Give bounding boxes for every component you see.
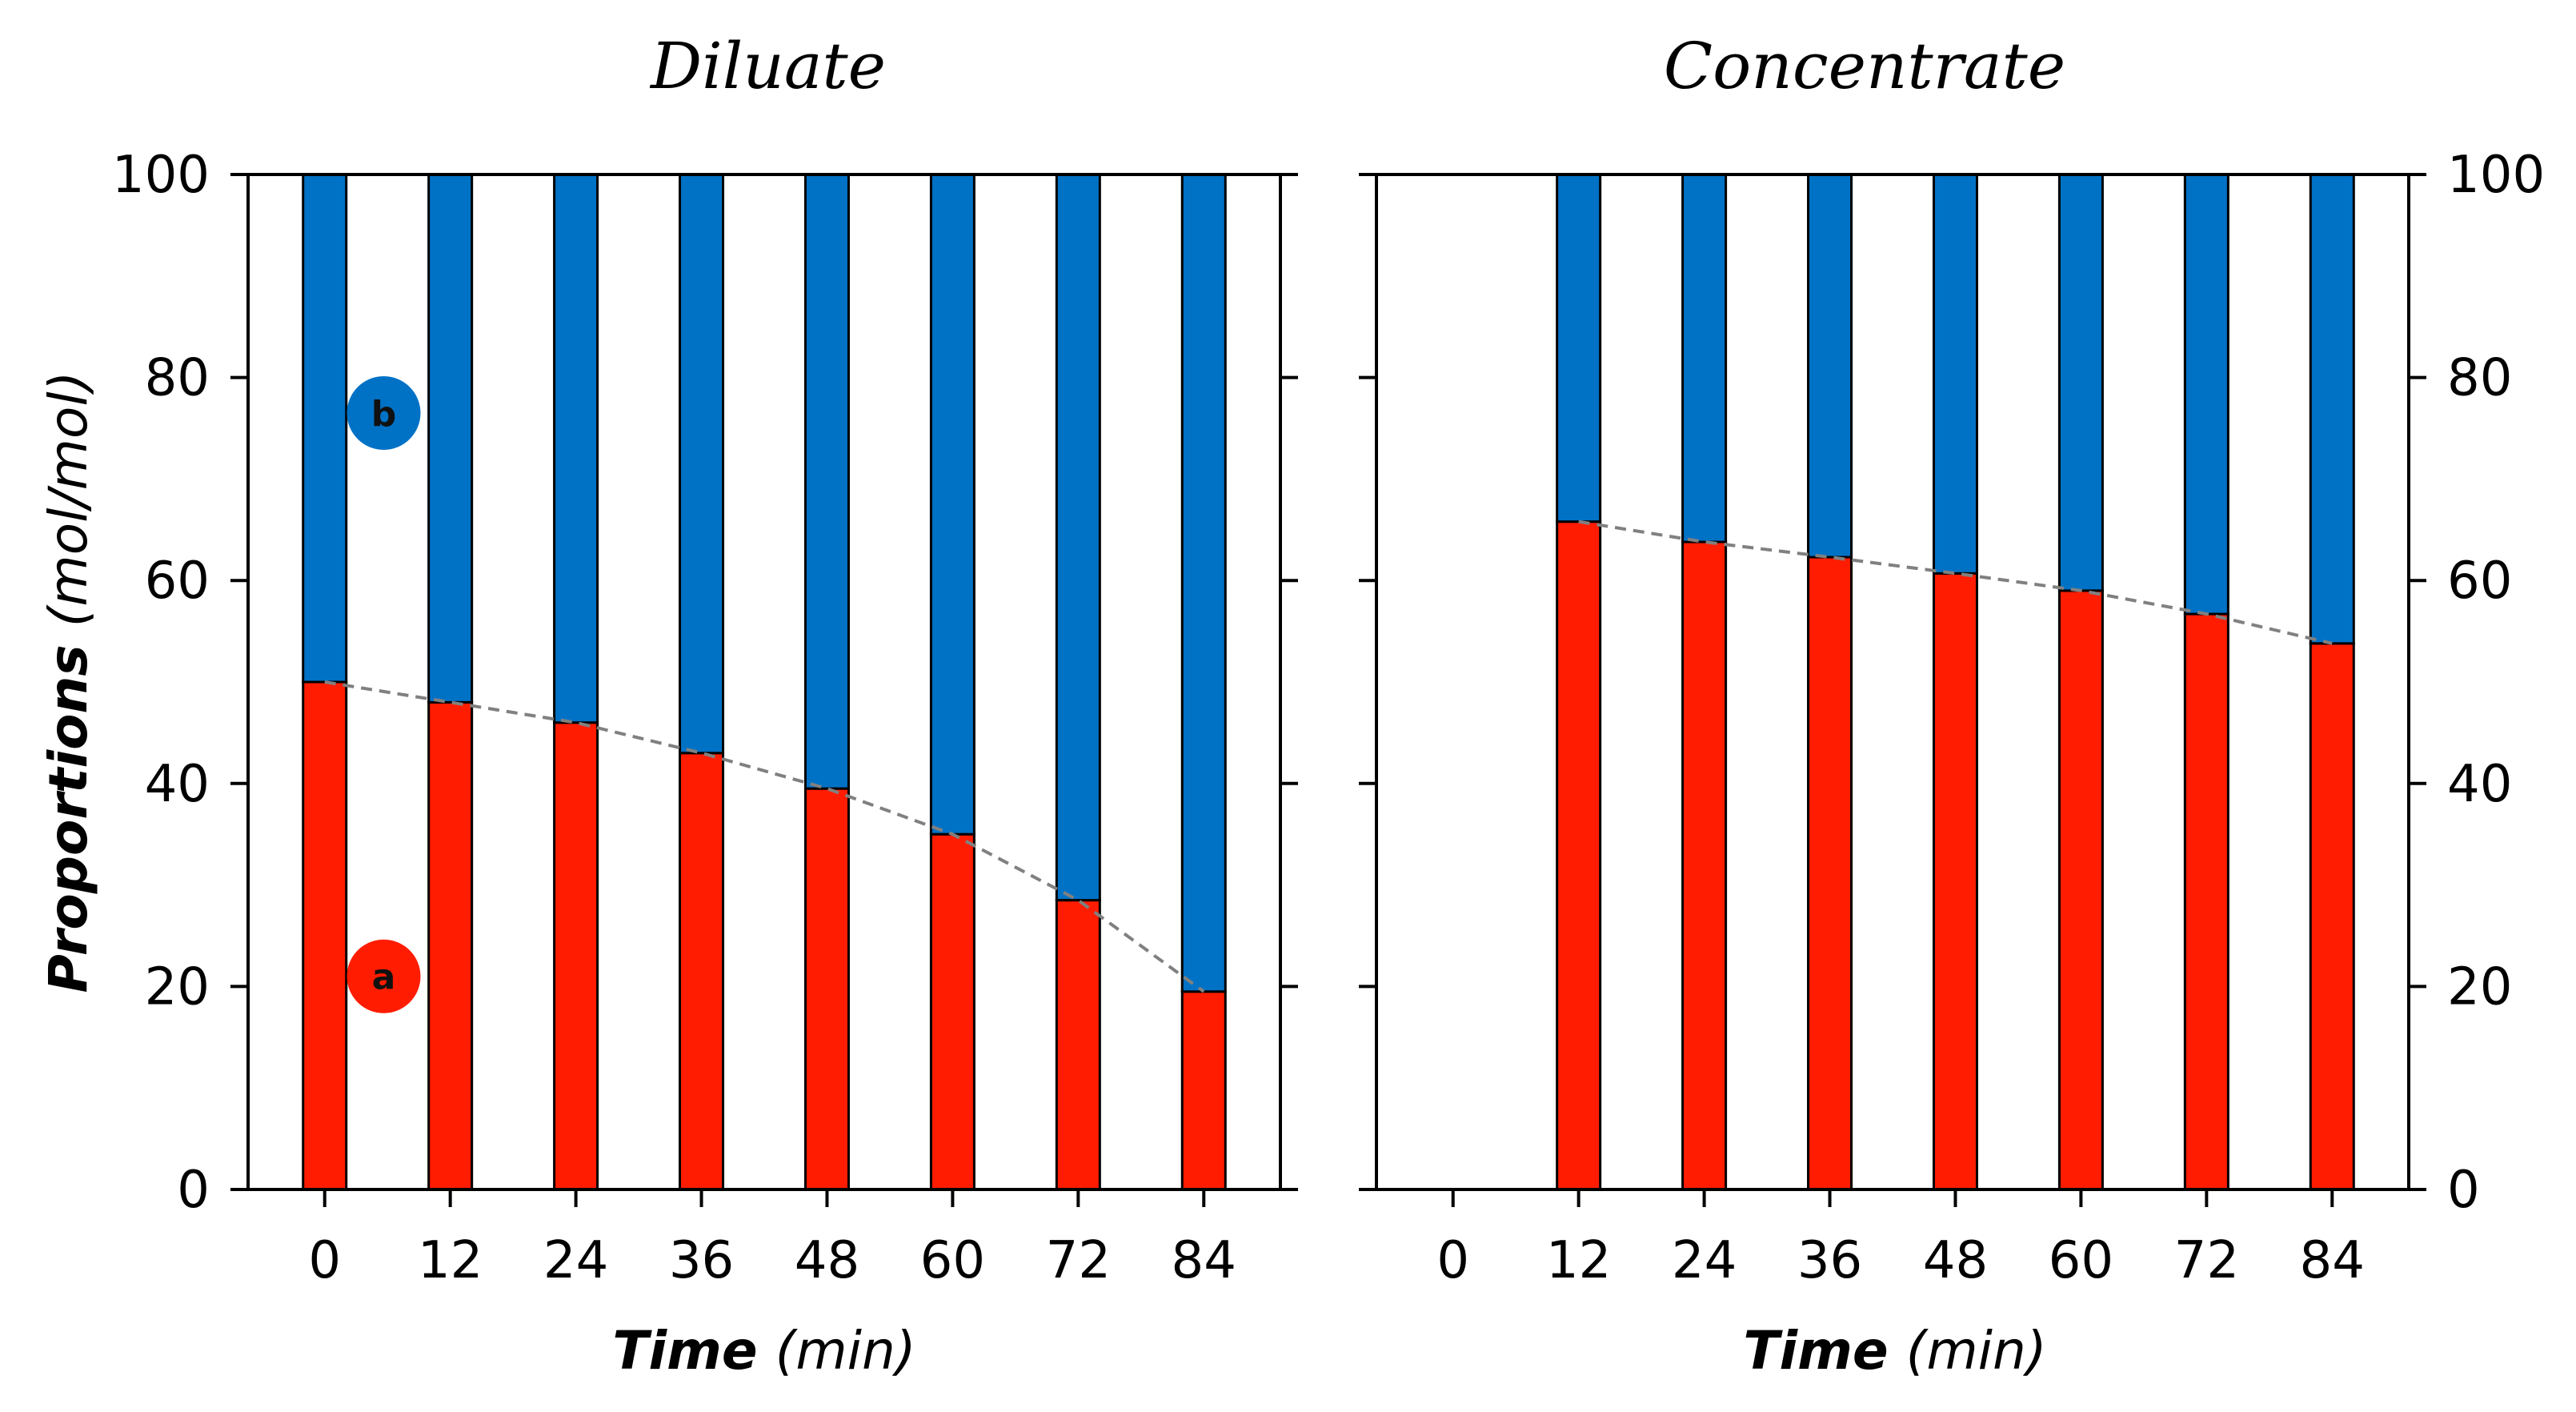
diluate-trend-line bbox=[324, 680, 1205, 993]
concentrate-trend-line bbox=[1578, 519, 2333, 645]
series-b-marker bbox=[347, 375, 421, 450]
left-bar-a-12 bbox=[427, 700, 474, 1191]
left-xtick-label-0: 0 bbox=[308, 1231, 341, 1290]
right-ytick-label-40: 40 bbox=[2447, 755, 2512, 814]
right-bar-b-48 bbox=[1932, 173, 1978, 575]
left-bar-b-0 bbox=[302, 173, 348, 684]
left-bar-b-12 bbox=[427, 173, 474, 704]
left-ytick-label-20: 20 bbox=[145, 957, 210, 1017]
right-bar-b-60 bbox=[2057, 173, 2104, 592]
left-bar-b-36 bbox=[679, 173, 725, 755]
y-axis-label: Proportions (mol/mol) bbox=[38, 371, 99, 993]
left-xtick-label-24: 24 bbox=[543, 1231, 608, 1290]
left-xtick-label-60: 60 bbox=[920, 1231, 985, 1290]
right-ytick-label-100: 100 bbox=[2447, 146, 2545, 205]
right-xtick-label-24: 24 bbox=[1672, 1231, 1737, 1290]
right-bar-a-72 bbox=[2183, 612, 2229, 1191]
right-bar-b-24 bbox=[1681, 173, 1728, 544]
series-a-marker bbox=[347, 939, 421, 1013]
concentrate-x-axis-label: Time (min) bbox=[1743, 1320, 2046, 1382]
series-b-marker-label: b bbox=[371, 394, 397, 435]
diluate-axes-frame bbox=[246, 173, 1282, 1191]
left-ytick-label-100: 100 bbox=[112, 146, 210, 205]
right-xtick-label-36: 36 bbox=[1797, 1231, 1862, 1290]
left-bar-b-84 bbox=[1180, 173, 1227, 993]
right-bar-a-84 bbox=[2309, 642, 2355, 1191]
left-bar-b-48 bbox=[803, 173, 850, 790]
diluate-title: Diluate bbox=[649, 29, 886, 103]
right-ytick-label-80: 80 bbox=[2447, 349, 2512, 408]
right-ytick-label-60: 60 bbox=[2447, 552, 2512, 611]
left-bar-a-72 bbox=[1055, 899, 1101, 1191]
right-xtick-label-72: 72 bbox=[2174, 1231, 2239, 1290]
concentrate-panel: Concentrate 0 20 40 60 80 100 0 12 24 36 48 60 72 84… bbox=[1359, 29, 2545, 1382]
left-ytick-label-60: 60 bbox=[145, 552, 210, 611]
concentrate-y-ticks: 0 20 40 60 80 100 bbox=[1359, 146, 2545, 1220]
right-bar-b-12 bbox=[1556, 173, 1602, 523]
concentrate-x-ticks: 0 12 24 36 48 60 72 84 bbox=[1436, 1189, 2365, 1290]
diluate-markers: ba bbox=[347, 375, 421, 1013]
y-label-main: Proportions bbox=[38, 644, 99, 993]
right-xtick-label-60: 60 bbox=[2049, 1231, 2113, 1290]
y-label-unit: (mol/mol) bbox=[38, 371, 99, 628]
right-xtick-label-12: 12 bbox=[1546, 1231, 1611, 1290]
diluate-y-ticks: 0 20 40 60 80 100 bbox=[112, 146, 1298, 1220]
left-bar-b-72 bbox=[1055, 173, 1101, 902]
right-bar-b-72 bbox=[2183, 173, 2229, 616]
concentrate-title: Concentrate bbox=[1664, 29, 2065, 103]
left-bar-a-24 bbox=[553, 721, 599, 1191]
diluate-x-label-main: Time bbox=[612, 1320, 757, 1382]
right-bar-a-36 bbox=[1807, 556, 1853, 1191]
concentrate-bars bbox=[1556, 173, 2355, 1191]
left-xtick-label-84: 84 bbox=[1172, 1231, 1236, 1290]
left-xtick-label-72: 72 bbox=[1046, 1231, 1111, 1290]
right-bar-a-48 bbox=[1932, 572, 1978, 1191]
right-bar-b-84 bbox=[2309, 173, 2355, 645]
series-a-marker-label: a bbox=[372, 957, 396, 998]
left-ytick-label-80: 80 bbox=[145, 349, 210, 408]
right-bar-a-60 bbox=[2057, 589, 2104, 1191]
right-ytick-label-20: 20 bbox=[2447, 957, 2512, 1017]
concentrate-x-label-main: Time bbox=[1743, 1320, 1888, 1382]
left-bar-a-36 bbox=[679, 752, 725, 1191]
diluate-x-ticks: 0 12 24 36 48 60 72 84 bbox=[308, 1189, 1236, 1290]
left-bar-a-0 bbox=[302, 680, 348, 1191]
left-bar-a-84 bbox=[1180, 990, 1227, 1191]
right-ytick-label-0: 0 bbox=[2447, 1161, 2480, 1220]
concentrate-axes-frame bbox=[1375, 173, 2410, 1191]
left-bar-a-48 bbox=[803, 787, 850, 1191]
right-bar-a-12 bbox=[1556, 520, 1602, 1191]
left-xtick-label-12: 12 bbox=[418, 1231, 483, 1290]
diluate-x-label-unit: (min) bbox=[775, 1320, 916, 1382]
right-bar-a-24 bbox=[1681, 540, 1728, 1191]
concentrate-x-label-unit: (min) bbox=[1906, 1320, 2047, 1382]
left-xtick-label-36: 36 bbox=[669, 1231, 734, 1290]
left-bar-a-60 bbox=[929, 832, 976, 1191]
left-ytick-label-0: 0 bbox=[177, 1161, 210, 1220]
left-xtick-label-48: 48 bbox=[795, 1231, 859, 1290]
right-xtick-label-84: 84 bbox=[2300, 1231, 2365, 1290]
left-bar-b-24 bbox=[553, 173, 599, 724]
left-ytick-label-40: 40 bbox=[145, 755, 210, 814]
left-bar-b-60 bbox=[929, 173, 976, 836]
right-bar-b-36 bbox=[1807, 173, 1853, 559]
right-xtick-label-48: 48 bbox=[1923, 1231, 1988, 1290]
diluate-bars bbox=[302, 173, 1227, 1191]
right-xtick-label-0: 0 bbox=[1436, 1231, 1469, 1290]
diluate-x-axis-label: Time (min) bbox=[612, 1320, 915, 1382]
